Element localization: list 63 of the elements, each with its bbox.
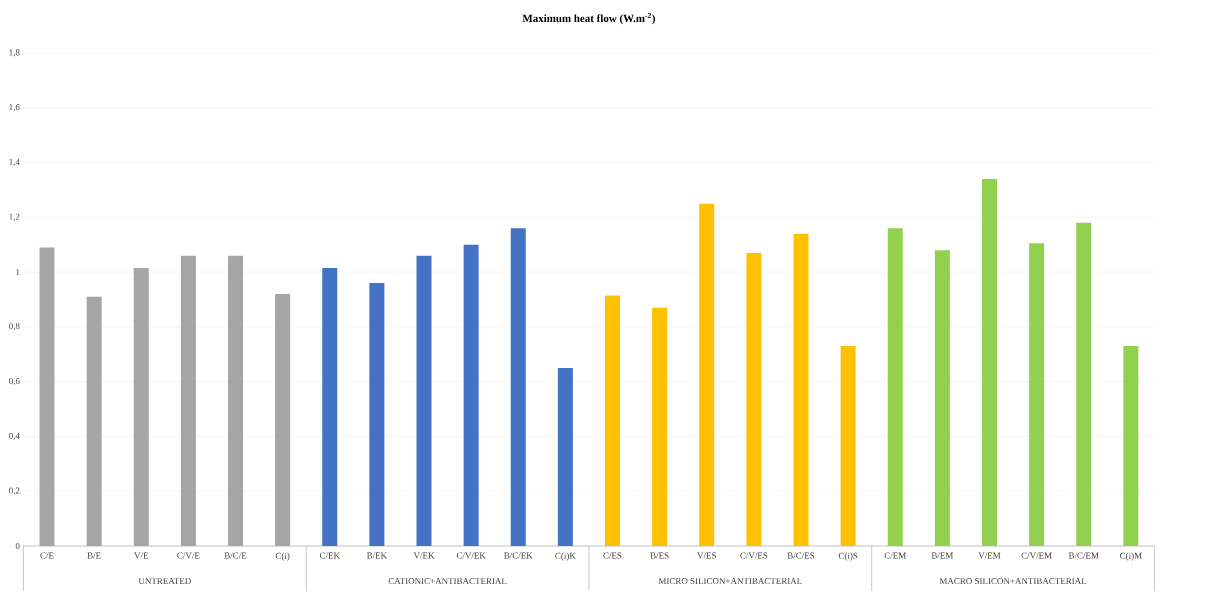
x-tick-label: C/V/EK: [456, 552, 486, 559]
x-tick-label: C/V/ES: [740, 552, 768, 559]
x-tick-label: C(i)S: [838, 552, 858, 561]
x-tick-label: B/C/EM: [1068, 552, 1099, 559]
y-tick-label: 0,6: [9, 377, 20, 386]
bar: [133, 268, 149, 546]
y-tick-label: 0,8: [9, 323, 20, 331]
x-tick-label: V/E: [134, 552, 149, 559]
bar: [699, 203, 715, 546]
x-tick-label: C(i): [275, 552, 290, 561]
y-tick-label: 0,2: [9, 487, 20, 495]
x-tick-label: V/EK: [413, 552, 435, 559]
bar: [981, 178, 997, 546]
chart-title: Maximum heat flow (W.m$^{-2}$): [522, 12, 656, 25]
y-tick-label: 0: [15, 542, 20, 550]
bar: [275, 294, 291, 546]
text: MICRO SILICON+ANTIBACTERIAL: [658, 578, 802, 585]
x-tick-label: C/EM: [884, 552, 906, 559]
x-tick-label: V/ES: [697, 552, 716, 559]
x-tick-label: C/V/EM: [1021, 552, 1052, 559]
bar: [416, 255, 432, 546]
x-tick-label: B/EM: [931, 552, 954, 559]
bar: [605, 295, 620, 546]
x-tick-label: C/E: [40, 552, 54, 559]
bar: [1076, 222, 1092, 546]
x-tick-label: C(i)K: [555, 552, 576, 561]
y-tick-label: 1,6: [9, 104, 20, 112]
x-tick-label: C/V/E: [177, 552, 200, 559]
bar: [463, 244, 479, 546]
bar: [887, 228, 903, 546]
bar: [793, 233, 809, 546]
bar: [39, 247, 55, 546]
x-tick-label: B/E: [87, 552, 101, 559]
x-tick-label: C(i)M: [1120, 552, 1142, 561]
bar: [934, 250, 950, 546]
x-tick-label: V/EM: [978, 552, 1001, 559]
text: UNTREATED: [138, 578, 191, 585]
bar: [840, 346, 856, 546]
x-tick-label: C/ES: [603, 552, 622, 559]
x-tick-label: B/C/ES: [787, 552, 815, 559]
x-tick-label: B/C/E: [224, 552, 247, 559]
y-tick-label: 0,4: [9, 432, 20, 441]
y-tick-label: 1,8: [9, 49, 20, 57]
bar: [369, 283, 385, 546]
x-tick-label: B/ES: [650, 552, 669, 559]
bar: [557, 367, 573, 546]
y-tick-label: 1: [16, 269, 20, 276]
bar: [1123, 346, 1139, 546]
bar: [510, 228, 526, 546]
bar: [228, 255, 243, 546]
bar: [180, 255, 196, 546]
x-tick-label: B/EK: [366, 552, 387, 559]
y-tick-label: 1,2: [9, 213, 20, 221]
bar: [86, 296, 102, 546]
x-tick-label: C/EK: [319, 552, 340, 559]
bar: [1029, 243, 1045, 546]
bar: [652, 307, 668, 546]
y-tick-label: 1,4: [9, 158, 20, 167]
x-tick-label: B/C/EK: [504, 552, 533, 559]
text: CATIONIC+ANTIBACTERIAL: [388, 578, 507, 585]
bar: [746, 252, 762, 546]
text: MACRO SILICON+ANTIBACTERIAL: [939, 578, 1087, 585]
bar: [322, 268, 338, 546]
